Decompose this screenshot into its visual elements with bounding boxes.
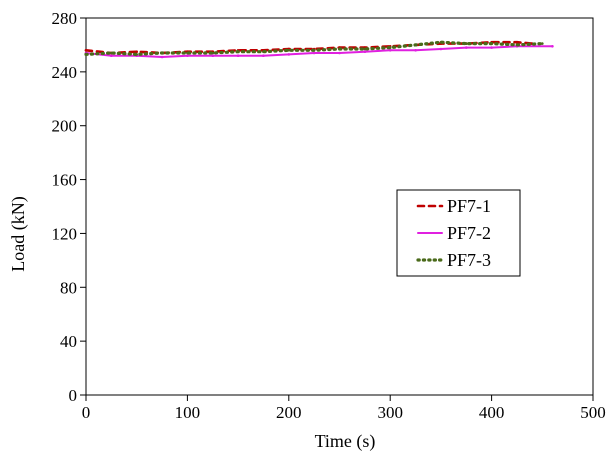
data-point bbox=[84, 49, 88, 52]
data-point bbox=[84, 53, 88, 56]
y-tick-label: 0 bbox=[69, 386, 78, 405]
data-point bbox=[135, 50, 138, 53]
data-point bbox=[262, 54, 265, 57]
data-point bbox=[262, 50, 265, 53]
y-tick-label: 280 bbox=[52, 9, 78, 28]
data-point bbox=[515, 40, 519, 44]
data-point bbox=[465, 46, 468, 49]
y-tick-label: 80 bbox=[60, 278, 77, 297]
x-axis-title: Time (s) bbox=[315, 431, 376, 452]
legend-label: PF7-2 bbox=[447, 223, 491, 243]
x-tick-label: 300 bbox=[377, 403, 403, 422]
legend-label: PF7-3 bbox=[447, 250, 491, 270]
x-tick-label: 400 bbox=[479, 403, 505, 422]
data-point bbox=[338, 51, 341, 55]
data-point bbox=[414, 43, 417, 47]
y-tick-label: 240 bbox=[52, 63, 78, 82]
legend: PF7-1 PF7-2 PF7-3 bbox=[396, 189, 521, 277]
y-tick-label: 160 bbox=[52, 171, 78, 190]
data-point bbox=[287, 49, 291, 52]
data-point bbox=[414, 49, 417, 52]
x-tick-label: 500 bbox=[580, 403, 606, 422]
data-point bbox=[465, 42, 468, 45]
data-point bbox=[211, 54, 215, 57]
data-point bbox=[236, 54, 240, 57]
data-point bbox=[110, 51, 113, 55]
data-point bbox=[186, 54, 189, 57]
data-point bbox=[439, 47, 443, 51]
data-point bbox=[186, 51, 189, 55]
series-pf7-3 bbox=[84, 40, 544, 57]
y-axis-title: Load (kN) bbox=[8, 196, 29, 271]
data-point bbox=[160, 51, 164, 55]
y-tick-label: 40 bbox=[60, 332, 77, 351]
x-tick-label: 200 bbox=[276, 403, 302, 422]
data-point bbox=[312, 49, 316, 52]
data-point bbox=[490, 46, 493, 49]
data-point bbox=[135, 53, 138, 56]
data-point bbox=[490, 42, 493, 45]
data-point bbox=[551, 45, 554, 48]
data-point bbox=[541, 42, 544, 45]
x-tick-label: 100 bbox=[175, 403, 201, 422]
data-point bbox=[287, 53, 291, 56]
data-point bbox=[515, 43, 519, 47]
data-point bbox=[439, 40, 443, 44]
data-point bbox=[388, 46, 392, 49]
data-point bbox=[110, 54, 113, 57]
data-point bbox=[236, 50, 240, 53]
data-point bbox=[388, 49, 392, 52]
legend-label: PF7-1 bbox=[447, 196, 491, 216]
data-point bbox=[312, 51, 316, 55]
y-tick-label: 120 bbox=[52, 224, 78, 243]
y-tick-label: 200 bbox=[52, 117, 78, 136]
data-point bbox=[338, 47, 341, 51]
data-point bbox=[211, 51, 215, 55]
data-point bbox=[363, 50, 367, 53]
x-tick-label: 0 bbox=[82, 403, 91, 422]
data-point bbox=[363, 47, 367, 51]
data-point bbox=[160, 55, 164, 59]
